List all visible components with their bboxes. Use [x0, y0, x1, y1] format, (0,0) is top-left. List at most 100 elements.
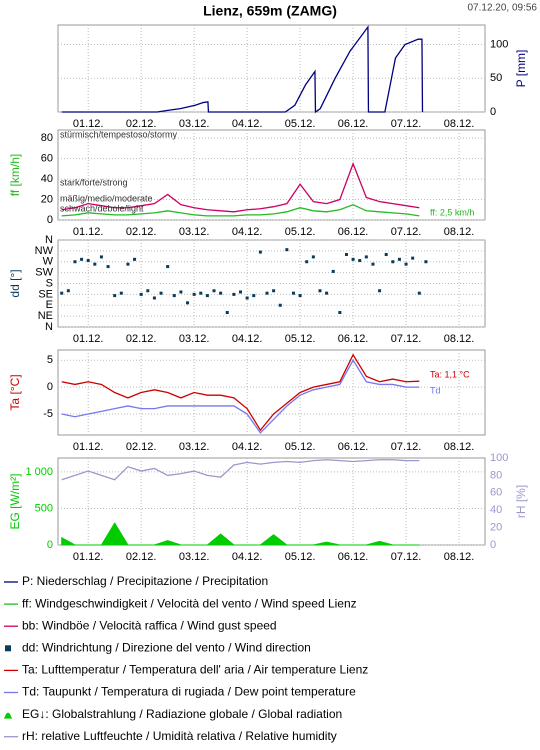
- data-point: [106, 265, 110, 269]
- y-tick-label: 5: [47, 354, 53, 366]
- x-tick-label: 03.12.: [179, 226, 210, 238]
- chart-title: Lienz, 659m (ZAMG): [203, 3, 337, 19]
- data-point: [232, 292, 236, 296]
- y-tick-label: 0: [47, 539, 53, 551]
- x-tick-label: 08.12.: [444, 226, 475, 238]
- x-tick-label: 01.12.: [73, 118, 104, 130]
- x-tick-label: 08.12.: [444, 551, 475, 563]
- annotation: stürmisch/tempestoso/stormy: [60, 129, 178, 139]
- data-point: [86, 259, 90, 263]
- data-point: [325, 291, 329, 295]
- x-tick-label: 05.12.: [285, 226, 316, 238]
- annotation: ff: 2,5 km/h: [430, 207, 474, 217]
- y-tick-label: 1 000: [25, 466, 53, 478]
- data-point: [424, 260, 428, 264]
- x-tick-label: 08.12.: [444, 333, 475, 345]
- data-point: [278, 303, 282, 307]
- y-tick-label: 60: [490, 487, 502, 499]
- data-point: [172, 294, 176, 298]
- y-tick-label: -5: [43, 408, 53, 420]
- y-tick-label: NE: [38, 310, 53, 322]
- x-tick-label: 02.12.: [126, 118, 157, 130]
- line: [61, 358, 420, 434]
- y-tick-label: 80: [490, 469, 502, 481]
- x-tick-label: 04.12.: [232, 118, 263, 130]
- data-point: [384, 253, 388, 256]
- x-tick-label: 06.12.: [338, 226, 369, 238]
- annotation: schwach/debole/light: [60, 203, 144, 213]
- data-point: [298, 294, 302, 298]
- data-point: [364, 255, 368, 259]
- y-axis-label: Ta [°C]: [8, 374, 22, 410]
- plot-frame: [57, 457, 486, 546]
- area: [61, 522, 420, 546]
- x-tick-label: 06.12.: [338, 333, 369, 345]
- legend-label: EG↓: Globalstrahlung / Radiazione global…: [22, 707, 342, 721]
- legend-label: P: Niederschlag / Precipitazione / Preci…: [22, 574, 268, 588]
- data-point: [305, 260, 309, 264]
- x-tick-label: 02.12.: [126, 551, 157, 563]
- data-point: [258, 250, 262, 254]
- data-point: [265, 291, 269, 295]
- y-tick-label: N: [45, 321, 53, 333]
- y-tick-label: N: [45, 234, 53, 246]
- x-tick-label: 03.12.: [179, 551, 210, 563]
- data-point: [344, 253, 348, 256]
- x-tick-label: 01.12.: [73, 333, 104, 345]
- legend-label: dd: Windrichtung / Direzione del vento /…: [22, 640, 311, 654]
- x-tick-label: 06.12.: [338, 551, 369, 563]
- x-tick-label: 07.12.: [391, 226, 422, 238]
- x-tick-label: 08.12.: [444, 118, 475, 130]
- line: [61, 459, 420, 481]
- x-tick-label: 02.12.: [126, 226, 157, 238]
- data-point: [205, 294, 209, 298]
- data-point: [239, 290, 243, 294]
- y-tick-label: 0: [490, 539, 496, 551]
- annotation: mäßig/medio/moderate: [60, 193, 153, 203]
- y-tick-label: 40: [490, 504, 502, 516]
- data-point: [285, 248, 289, 252]
- y-tick-label: 20: [490, 522, 502, 534]
- y2-axis-label: rH [%]: [514, 485, 528, 518]
- x-tick-label: 08.12.: [444, 441, 475, 453]
- x-tick-label: 07.12.: [391, 441, 422, 453]
- x-tick-label: 01.12.: [73, 226, 104, 238]
- y-tick-label: SE: [38, 288, 53, 300]
- data-point: [219, 291, 223, 295]
- y-axis-label: EG [W/m²]: [8, 474, 22, 530]
- legend-label: rH: relative Luftfeuchte / Umidità relat…: [22, 729, 337, 743]
- data-point: [311, 255, 315, 259]
- y-tick-label: 60: [41, 153, 53, 165]
- legend-label: Ta: Lufttemperatur / Temperatura dell' a…: [22, 663, 368, 677]
- x-tick-label: 07.12.: [391, 333, 422, 345]
- legend-label: Td: Taupunkt / Temperatura di rugiada / …: [22, 685, 356, 699]
- data-point: [139, 292, 143, 296]
- data-point: [351, 257, 355, 261]
- x-tick-label: 02.12.: [126, 333, 157, 345]
- x-tick-label: 06.12.: [338, 441, 369, 453]
- data-point: [166, 265, 170, 269]
- x-tick-label: 05.12.: [285, 551, 316, 563]
- data-point: [146, 289, 150, 293]
- data-point: [291, 291, 295, 295]
- plot-frame: [57, 349, 486, 436]
- data-point: [331, 269, 335, 273]
- data-point: [60, 291, 64, 295]
- data-point: [417, 291, 421, 295]
- line: [61, 25, 424, 114]
- y-tick-label: NW: [35, 245, 54, 257]
- data-point: [152, 296, 156, 300]
- data-point: [358, 259, 362, 263]
- data-point: [73, 260, 77, 264]
- data-point: [252, 294, 256, 298]
- y-tick-label: 100: [490, 38, 508, 50]
- y-tick-label: 40: [41, 173, 53, 185]
- plot-frame: [57, 24, 486, 113]
- x-tick-label: 07.12.: [391, 118, 422, 130]
- data-point: [338, 311, 342, 314]
- x-tick-label: 05.12.: [285, 333, 316, 345]
- data-point: [126, 262, 130, 266]
- data-point: [397, 257, 401, 261]
- data-point: [186, 301, 190, 305]
- y2-axis-label: P [mm]: [514, 50, 528, 88]
